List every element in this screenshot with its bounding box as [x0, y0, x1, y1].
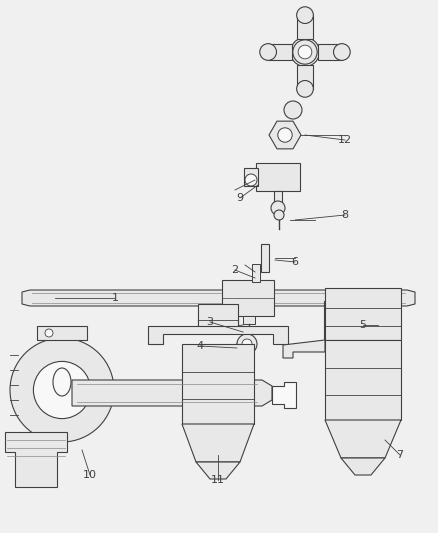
Circle shape: [278, 128, 292, 142]
Bar: [222, 280, 274, 316]
Bar: [198, 304, 238, 326]
Bar: [244, 168, 258, 186]
Polygon shape: [72, 380, 272, 406]
Bar: [243, 316, 255, 324]
Text: 3: 3: [206, 317, 213, 327]
Polygon shape: [182, 424, 254, 462]
Circle shape: [290, 37, 319, 67]
Circle shape: [298, 45, 312, 59]
Circle shape: [237, 334, 257, 354]
Bar: [256, 163, 300, 191]
Polygon shape: [5, 432, 67, 487]
Circle shape: [293, 40, 317, 64]
Text: 4: 4: [196, 341, 204, 351]
Polygon shape: [325, 420, 401, 458]
Polygon shape: [318, 44, 342, 60]
Bar: [338, 291, 362, 303]
Bar: [325, 340, 401, 420]
Polygon shape: [269, 121, 301, 149]
Bar: [252, 264, 260, 282]
Circle shape: [33, 361, 91, 418]
Polygon shape: [297, 15, 313, 39]
Text: 5: 5: [360, 320, 367, 330]
Circle shape: [274, 210, 284, 220]
Text: 6: 6: [292, 257, 299, 267]
Polygon shape: [341, 458, 385, 475]
Text: 1: 1: [112, 293, 119, 303]
Text: 10: 10: [83, 470, 97, 480]
Circle shape: [45, 329, 53, 337]
Polygon shape: [22, 290, 415, 306]
Circle shape: [297, 7, 313, 23]
Bar: [261, 244, 269, 272]
Text: 9: 9: [237, 193, 244, 203]
Polygon shape: [297, 66, 313, 89]
Circle shape: [260, 44, 276, 60]
Polygon shape: [196, 462, 240, 479]
Circle shape: [297, 80, 313, 97]
Bar: [37, 326, 87, 340]
Polygon shape: [268, 44, 292, 60]
Circle shape: [242, 339, 252, 349]
Circle shape: [333, 44, 350, 60]
Text: 2: 2: [231, 265, 239, 275]
Ellipse shape: [53, 368, 71, 396]
Bar: [376, 310, 386, 340]
Polygon shape: [283, 340, 325, 358]
Polygon shape: [148, 318, 288, 344]
Text: 11: 11: [211, 475, 225, 485]
Polygon shape: [272, 382, 296, 408]
Bar: [325, 288, 401, 340]
Bar: [324, 301, 376, 349]
Circle shape: [245, 174, 257, 186]
Bar: [182, 344, 254, 424]
Text: 8: 8: [342, 210, 349, 220]
Circle shape: [10, 338, 114, 442]
Circle shape: [271, 201, 285, 215]
Bar: [274, 191, 282, 205]
Circle shape: [284, 101, 302, 119]
Text: 7: 7: [396, 450, 403, 460]
Text: 12: 12: [338, 135, 352, 145]
